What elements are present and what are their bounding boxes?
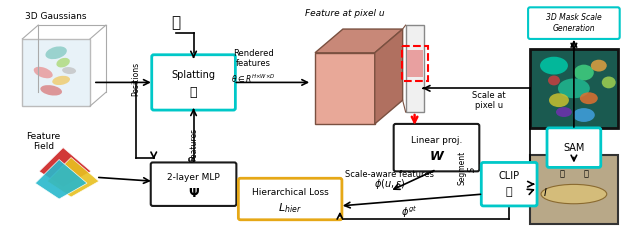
Ellipse shape (56, 58, 70, 67)
Bar (406, 25, 424, 112)
Ellipse shape (602, 77, 616, 88)
FancyBboxPatch shape (394, 124, 479, 171)
Polygon shape (47, 157, 99, 197)
Text: S: S (468, 167, 477, 172)
Ellipse shape (40, 85, 62, 95)
Ellipse shape (573, 108, 595, 122)
Ellipse shape (62, 67, 76, 74)
Text: Scale at
pixel u: Scale at pixel u (472, 91, 506, 110)
Text: Linear proj.: Linear proj. (411, 136, 462, 145)
Ellipse shape (574, 65, 594, 80)
Text: 3D Mask Scale
Generation: 3D Mask Scale Generation (546, 13, 602, 33)
Bar (406, 50, 422, 77)
Ellipse shape (549, 93, 569, 107)
FancyBboxPatch shape (151, 162, 236, 206)
Text: $\phi(u,s)$: $\phi(u,s)$ (374, 177, 405, 191)
Text: 2-layer MLP: 2-layer MLP (167, 173, 220, 182)
Text: Positions: Positions (131, 61, 140, 95)
Ellipse shape (34, 67, 52, 78)
Bar (22, 39, 90, 106)
Text: W: W (429, 150, 444, 163)
Text: Rendered
features: Rendered features (233, 49, 274, 68)
Text: Ψ: Ψ (188, 186, 199, 200)
Ellipse shape (556, 107, 572, 117)
FancyBboxPatch shape (152, 55, 236, 110)
Ellipse shape (52, 76, 70, 85)
Ellipse shape (558, 78, 590, 98)
Text: $\Theta_i$: $\Theta_i$ (188, 152, 200, 163)
Polygon shape (375, 29, 403, 124)
FancyBboxPatch shape (528, 7, 620, 39)
Text: Scale-aware features: Scale-aware features (345, 170, 434, 179)
Text: Feature
Field: Feature Field (26, 132, 60, 151)
Ellipse shape (548, 76, 560, 85)
Text: CLIP: CLIP (499, 171, 520, 181)
Text: SAM: SAM (563, 143, 584, 153)
Text: 👁: 👁 (506, 187, 513, 197)
Text: 📷: 📷 (171, 16, 180, 31)
FancyBboxPatch shape (238, 178, 342, 220)
Polygon shape (39, 148, 91, 187)
Text: Feature at pixel u: Feature at pixel u (305, 9, 385, 18)
Ellipse shape (591, 60, 607, 72)
Ellipse shape (45, 46, 67, 59)
FancyBboxPatch shape (547, 128, 601, 167)
Text: Hierarchical Loss: Hierarchical Loss (252, 188, 328, 197)
FancyBboxPatch shape (481, 162, 537, 206)
Text: Features: Features (189, 128, 198, 161)
Ellipse shape (541, 184, 607, 204)
Bar (315, 53, 375, 124)
Ellipse shape (540, 57, 568, 74)
Text: Segment: Segment (458, 150, 467, 185)
Text: 🐻: 🐻 (583, 170, 588, 179)
Polygon shape (315, 29, 403, 53)
Text: 3D Gaussians: 3D Gaussians (26, 12, 87, 21)
Bar (530, 154, 618, 224)
Text: $\theta \in R^{H{\times}W{\times}D}$: $\theta \in R^{H{\times}W{\times}D}$ (231, 72, 275, 85)
Text: $\mathit{L}_{hier}$: $\mathit{L}_{hier}$ (278, 201, 302, 215)
Text: Splatting: Splatting (172, 69, 216, 80)
Text: 🐻: 🐻 (559, 170, 564, 179)
Text: $I$: $I$ (543, 186, 547, 198)
Text: $\phi^{gt}$: $\phi^{gt}$ (401, 204, 418, 220)
Polygon shape (35, 160, 87, 199)
Bar (530, 49, 618, 128)
Ellipse shape (580, 92, 598, 104)
Text: 🎨: 🎨 (190, 86, 197, 99)
